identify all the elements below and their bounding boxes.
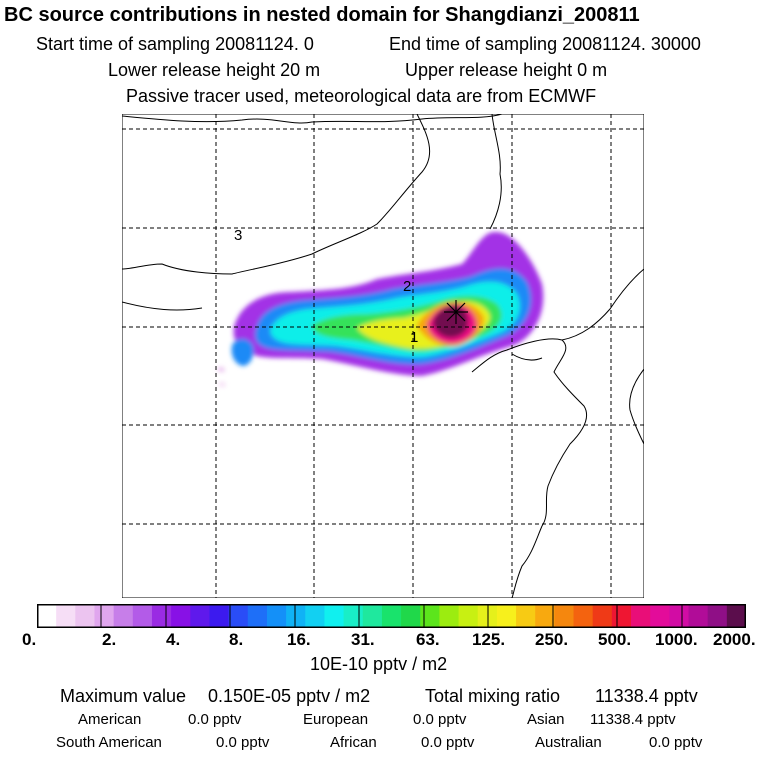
scale-tick-label: 500. [598,630,632,649]
scale-tick-label: 16. [287,630,311,649]
region-name: Asian [527,711,565,728]
region-value: 0.0 pptv [413,711,467,728]
color-scale-swatch [209,604,230,628]
color-scale-swatch [458,604,479,628]
color-scale-swatch [343,604,364,628]
tracer-info-label: Passive tracer used, meteorological data… [126,86,597,106]
region-value: 0.0 pptv [421,734,475,751]
color-scale-swatch [151,604,172,628]
scale-units-label: 10E-10 pptv / m2 [310,654,448,674]
scale-tick-label: 8. [229,630,244,649]
color-scale-swatch [516,604,536,628]
color-scale-swatch [592,604,613,628]
region-name: American [78,711,142,728]
scale-tick-label: 2. [102,630,117,649]
total-mixing-value: 11338.4 pptv [595,686,698,706]
scale-tick-label: 125. [472,630,506,649]
color-scale-swatch [726,604,746,628]
color-scale-swatch [439,604,460,628]
color-scale-swatch [573,604,594,628]
region-value: 11338.4 pptv [590,711,676,728]
marker-3-label: 3 [234,227,242,244]
region-value: 0.0 pptv [216,734,270,751]
color-scale-swatch [56,604,76,628]
color-scale-swatch [707,604,728,628]
region-value: 0.0 pptv [649,734,703,751]
total-mixing-label: Total mixing ratio [425,686,561,706]
scale-tick-label: 63. [416,630,440,649]
source-location-star-icon [444,300,468,324]
concentration-plume [217,231,544,388]
region-value: 0.0 pptv [188,711,242,728]
scale-tick-label: 250. [535,630,569,649]
color-scale-swatch [535,604,555,628]
scale-tick-label: 1000. [655,630,698,649]
color-scale-swatch [247,604,268,628]
scale-tick-label: 4. [166,630,181,649]
color-scale-swatch [650,604,670,628]
color-scale-swatch [94,604,115,628]
start-time-label: Start time of sampling 20081124. 0 [36,34,314,54]
color-scale-swatch [381,604,402,628]
color-scale-swatch [228,604,249,628]
lower-release-height-label: Lower release height 20 m [108,60,321,80]
color-scale-swatch [171,604,191,628]
color-scale-bar [37,604,746,628]
map-panel: 1 2 3 [122,114,644,598]
region-name: South American [56,734,162,751]
color-scale-swatch [688,604,709,628]
upper-release-height-label: Upper release height 0 m [405,60,608,80]
region-name: European [303,711,369,728]
color-scale-swatch [190,604,210,628]
map-title: BC source contributions in nested domain… [4,4,640,26]
color-scale-swatch [324,604,345,628]
end-time-label: End time of sampling 20081124. 30000 [389,34,701,54]
color-scale-swatch [113,604,134,628]
color-scale-swatch [401,604,421,628]
scale-tick-label: 31. [351,630,375,649]
color-scale-swatch [132,604,153,628]
color-scale-border [37,604,746,628]
marker-1-label: 1 [410,329,418,346]
color-scale-swatch [420,604,440,628]
color-scale-swatch [496,604,517,628]
color-scale-swatch [266,604,287,628]
scale-tick-label: 0. [22,630,37,649]
max-value-label: Maximum value [60,686,187,706]
color-scale-swatch [669,604,690,628]
scale-tick-label: 2000. [713,630,756,649]
color-scale-swatch [75,604,95,628]
color-scale-swatch [362,604,383,628]
color-scale-swatch [554,604,575,628]
max-value: 0.150E-05 pptv / m2 [208,686,371,706]
color-scale-swatch [37,604,57,628]
region-name: African [330,734,377,751]
marker-2-label: 2 [403,278,411,295]
region-name: Australian [535,734,602,751]
coastlines-borders [122,114,644,598]
color-scale-swatch [286,604,306,628]
color-scale-swatch [611,604,632,628]
color-scale-swatch [631,604,651,628]
color-scale-swatch [305,604,325,628]
lat-lon-grid [122,114,644,598]
